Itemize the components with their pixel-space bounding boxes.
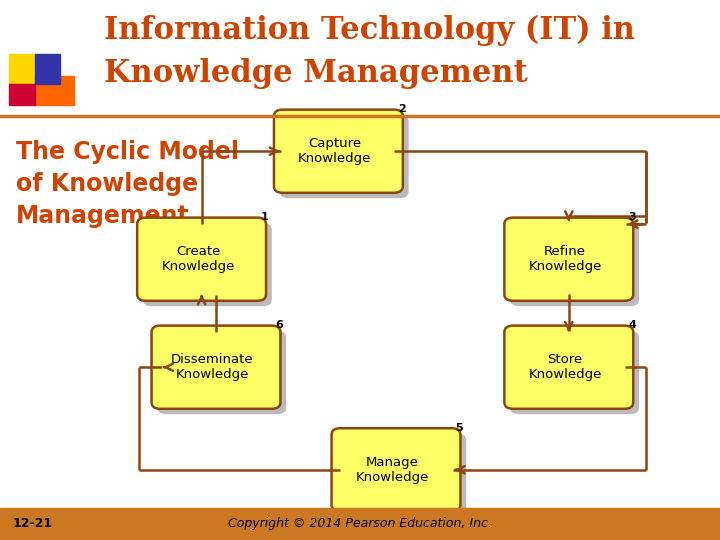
- Text: 3: 3: [628, 212, 636, 222]
- Bar: [9, 54, 48, 84]
- FancyBboxPatch shape: [331, 428, 461, 511]
- FancyBboxPatch shape: [504, 218, 634, 301]
- Text: Refine
Knowledge: Refine Knowledge: [528, 245, 602, 273]
- FancyBboxPatch shape: [151, 326, 280, 409]
- Text: 5: 5: [456, 423, 463, 433]
- Text: The Cyclic Model
of Knowledge
Management: The Cyclic Model of Knowledge Management: [16, 140, 239, 227]
- Text: Manage
Knowledge: Manage Knowledge: [356, 456, 429, 484]
- Text: 12-21: 12-21: [13, 517, 53, 530]
- Text: 4: 4: [628, 320, 636, 330]
- FancyBboxPatch shape: [510, 223, 639, 306]
- FancyBboxPatch shape: [274, 110, 402, 193]
- Bar: [35, 76, 74, 105]
- FancyBboxPatch shape: [504, 326, 634, 409]
- Text: Store
Knowledge: Store Knowledge: [528, 353, 602, 381]
- FancyBboxPatch shape: [279, 115, 408, 198]
- FancyBboxPatch shape: [137, 218, 266, 301]
- FancyBboxPatch shape: [157, 331, 287, 414]
- Text: Copyright © 2014 Pearson Education, Inc.: Copyright © 2014 Pearson Education, Inc.: [228, 517, 492, 530]
- Bar: [9, 84, 35, 105]
- Text: Disseminate
Knowledge: Disseminate Knowledge: [171, 353, 253, 381]
- FancyBboxPatch shape: [337, 434, 467, 517]
- FancyBboxPatch shape: [510, 331, 639, 414]
- Text: Knowledge Management: Knowledge Management: [104, 58, 528, 89]
- Text: 2: 2: [397, 104, 405, 114]
- Text: Capture
Knowledge: Capture Knowledge: [298, 137, 372, 165]
- Bar: [35, 54, 60, 84]
- Text: 1: 1: [261, 212, 269, 222]
- Text: Information Technology (IT) in: Information Technology (IT) in: [104, 15, 635, 46]
- Bar: [0, 508, 720, 540]
- Text: Create
Knowledge: Create Knowledge: [161, 245, 235, 273]
- FancyBboxPatch shape: [143, 223, 272, 306]
- Text: 6: 6: [275, 320, 283, 330]
